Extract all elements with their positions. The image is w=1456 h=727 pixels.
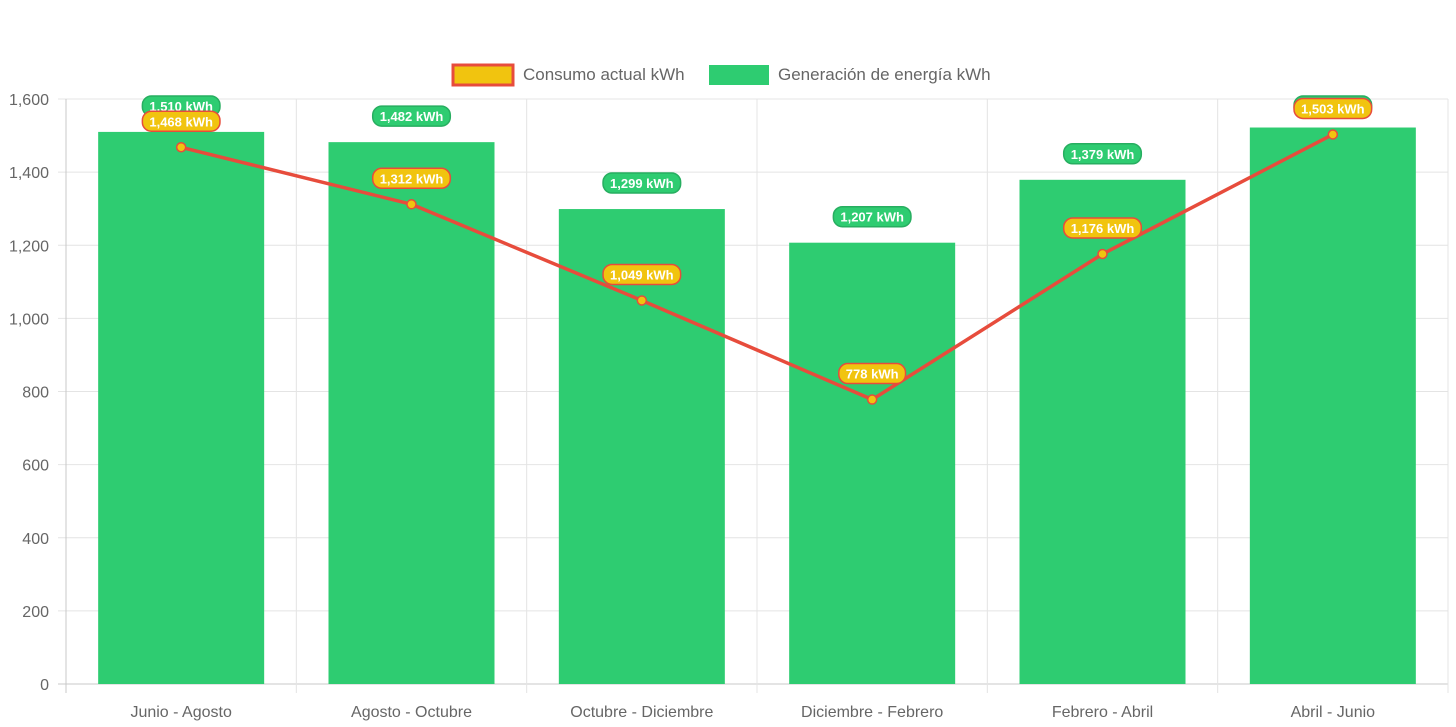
bar-value-label-bg — [371, 105, 452, 127]
line-value-label-bg — [1293, 97, 1373, 120]
y-tick-label: 800 — [22, 385, 49, 402]
x-tick-label: Junio - Agosto — [130, 704, 232, 721]
y-tick-label: 200 — [22, 604, 49, 621]
bar — [789, 242, 956, 685]
line-value-label: 1,176 kWh — [1062, 217, 1143, 239]
bar-value-label: 1,482 kWh — [371, 105, 452, 127]
line-point — [406, 199, 417, 210]
bar — [558, 209, 725, 684]
bar-value-label-bg — [1062, 143, 1143, 165]
line-value-label-bg — [1062, 217, 1143, 239]
bar-value-label-text: 1,482 kWh — [380, 109, 444, 124]
line-series — [175, 129, 1339, 405]
line-value-label-text: 1,503 kWh — [1301, 101, 1365, 116]
line-value-label: 1,468 kWh — [141, 110, 221, 133]
line-value-label-text: 1,049 kWh — [610, 267, 674, 282]
y-tick-label: 1,000 — [9, 311, 49, 328]
legend-swatch-consumo — [451, 63, 515, 87]
legend-item-generacion[interactable]: Generación de energía kWh — [709, 65, 991, 85]
bar-value-label: 1,299 kWh — [602, 172, 682, 194]
line-value-label-bg — [371, 167, 452, 190]
bar — [328, 142, 495, 685]
bars — [98, 127, 1416, 685]
legend-item-consumo[interactable]: Consumo actual kWh — [451, 63, 685, 87]
x-tick-label: Octubre - Diciembre — [570, 704, 713, 721]
line-value-label: 1,049 kWh — [602, 263, 682, 286]
y-tick-label: 400 — [22, 531, 49, 548]
bar-value-label: 1,379 kWh — [1062, 143, 1143, 165]
bar-value-label-bg — [602, 172, 682, 194]
bar — [1019, 179, 1186, 684]
bar-value-label-text: 1,379 kWh — [1071, 147, 1135, 162]
bar — [1249, 127, 1416, 685]
bar-value-label-bg — [832, 205, 912, 228]
line-value-label: 1,312 kWh — [371, 167, 452, 190]
line-value-label-bg — [838, 362, 907, 385]
grid — [58, 98, 1449, 693]
bar-value-label-text: 1,207 kWh — [840, 210, 904, 225]
y-tick-label: 0 — [40, 677, 49, 694]
line-value-label-text: 778 kWh — [846, 367, 899, 382]
x-tick-label: Diciembre - Febrero — [801, 704, 943, 721]
line-point — [1327, 129, 1339, 140]
bar-value-label-text: 1,510 kWh — [149, 99, 213, 114]
legend-swatch-generacion — [709, 65, 769, 85]
bar-value-label-text: 1,299 kWh — [610, 176, 674, 191]
legend-label-consumo: Consumo actual kWh — [523, 65, 685, 84]
line-value-label: 778 kWh — [838, 362, 907, 385]
x-tick-label: Agosto - Octubre — [351, 704, 472, 721]
line-point — [175, 142, 187, 153]
line-value-label-text: 1,176 kWh — [1071, 221, 1135, 236]
bar-value-label: 1,207 kWh — [832, 205, 912, 228]
bar — [98, 131, 265, 684]
x-tick-label: Febrero - Abril — [1052, 704, 1153, 721]
line-point — [1097, 248, 1108, 260]
legend-label-generacion: Generación de energía kWh — [778, 65, 991, 84]
axes: 0 200 400 600 800 1,000 1,200 1,400 1,600 Junio -… — [9, 92, 1375, 721]
line-value-label-bg — [141, 110, 221, 133]
line-value-label-bg — [602, 263, 682, 286]
legend: Consumo actual kWh Generación de energía… — [451, 63, 991, 87]
y-tick-label: 1,600 — [9, 92, 49, 109]
y-tick-label: 1,400 — [9, 165, 49, 182]
y-tick-label: 1,200 — [9, 238, 49, 255]
line-value-label: 1,503 kWh — [1293, 97, 1373, 120]
line-value-label-text: 1,312 kWh — [380, 171, 444, 186]
line-point — [636, 295, 648, 306]
line-point — [866, 394, 878, 405]
line-value-label-text: 1,468 kWh — [149, 114, 213, 129]
line-path — [180, 132, 1334, 402]
y-tick-label: 600 — [22, 458, 49, 475]
x-tick-label: Abril - Junio — [1291, 704, 1376, 721]
data-labels: 1,510 kWh 1,482 kWh 1,299 kWh 1,207 kWh 1,37… — [141, 95, 1373, 385]
